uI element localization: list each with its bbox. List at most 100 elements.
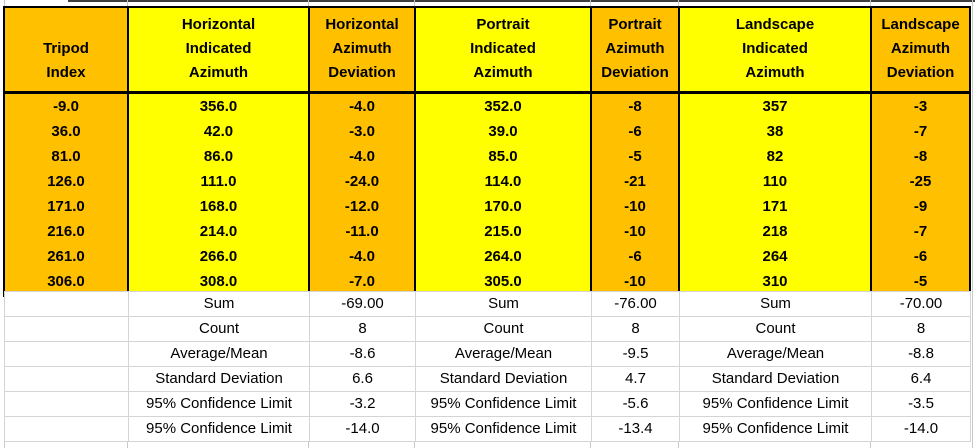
data-cell[interactable]: 42.0 xyxy=(127,119,310,144)
summary-value[interactable]: -69.00 xyxy=(309,291,416,317)
data-cell[interactable]: 86.0 xyxy=(127,144,310,169)
data-cell[interactable]: -6 xyxy=(870,244,971,269)
col-header-landscape-azimuth-deviation[interactable]: Landscape Azimuth Deviation xyxy=(870,7,971,94)
summary-label[interactable]: 95% Confidence Limit xyxy=(415,391,592,417)
empty-cell[interactable] xyxy=(4,291,129,317)
summary-value[interactable]: -5.6 xyxy=(591,391,680,417)
empty-cell[interactable] xyxy=(4,391,129,417)
data-cell[interactable]: 266.0 xyxy=(127,244,310,269)
data-cell[interactable]: 36.0 xyxy=(3,119,129,144)
summary-label[interactable]: Average/Mean xyxy=(128,341,310,367)
data-cell[interactable]: 168.0 xyxy=(127,194,310,219)
summary-value[interactable]: 8 xyxy=(591,316,680,342)
empty-cell[interactable] xyxy=(4,341,129,367)
summary-value[interactable]: -9.5 xyxy=(591,341,680,367)
col-header-portrait-azimuth-deviation[interactable]: Portrait Azimuth Deviation xyxy=(590,7,680,94)
summary-label[interactable]: 95% Confidence Limit xyxy=(128,391,310,417)
col-header-landscape-indicated-azimuth[interactable]: Landscape Indicated Azimuth xyxy=(678,7,872,94)
data-cell[interactable]: -10 xyxy=(590,219,680,244)
summary-label[interactable]: Standard Deviation xyxy=(128,366,310,392)
data-cell[interactable]: 352.0 xyxy=(414,92,592,119)
data-cell[interactable]: -3 xyxy=(870,92,971,119)
data-cell[interactable]: 216.0 xyxy=(3,219,129,244)
data-cell[interactable]: 264.0 xyxy=(414,244,592,269)
data-cell[interactable]: -9.0 xyxy=(3,92,129,119)
summary-value[interactable]: -14.0 xyxy=(309,416,416,442)
data-cell[interactable]: 81.0 xyxy=(3,144,129,169)
col-header-portrait-indicated-azimuth[interactable]: Portrait Indicated Azimuth xyxy=(414,7,592,94)
empty-cell[interactable] xyxy=(4,416,129,442)
data-cell[interactable]: -5 xyxy=(590,144,680,169)
data-cell[interactable]: 357 xyxy=(678,92,872,119)
summary-label[interactable]: 95% Confidence Limit xyxy=(679,391,872,417)
data-cell[interactable]: 356.0 xyxy=(127,92,310,119)
summary-value[interactable]: 4.7 xyxy=(591,366,680,392)
data-cell[interactable]: -8 xyxy=(590,92,680,119)
data-cell[interactable]: 38 xyxy=(678,119,872,144)
summary-value[interactable]: 8 xyxy=(871,316,971,342)
data-cell[interactable]: 171 xyxy=(678,194,872,219)
summary-label[interactable]: Count xyxy=(415,316,592,342)
data-cell[interactable]: -4.0 xyxy=(308,144,416,169)
data-cell[interactable]: -25 xyxy=(870,169,971,194)
data-cell[interactable]: -9 xyxy=(870,194,971,219)
col-header-horizontal-indicated-azimuth[interactable]: Horizontal Indicated Azimuth xyxy=(127,7,310,94)
summary-value[interactable]: -8.8 xyxy=(871,341,971,367)
summary-value[interactable]: -76.00 xyxy=(591,291,680,317)
summary-label[interactable]: Average/Mean xyxy=(679,341,872,367)
data-cell[interactable]: 126.0 xyxy=(3,169,129,194)
data-cell[interactable]: -10 xyxy=(590,194,680,219)
summary-value[interactable]: -70.00 xyxy=(871,291,971,317)
col-header-tripod-index[interactable]: Tripod Index xyxy=(3,7,129,94)
summary-label[interactable]: 95% Confidence Limit xyxy=(415,416,592,442)
summary-label[interactable]: Sum xyxy=(128,291,310,317)
summary-label[interactable]: Standard Deviation xyxy=(679,366,872,392)
data-cell[interactable]: -4.0 xyxy=(308,244,416,269)
summary-label[interactable]: Sum xyxy=(415,291,592,317)
summary-label[interactable]: 95% Confidence Limit xyxy=(128,416,310,442)
data-cell[interactable]: -7 xyxy=(870,219,971,244)
data-cell[interactable]: -8 xyxy=(870,144,971,169)
summary-label[interactable]: Sum xyxy=(679,291,872,317)
header-line: Horizontal xyxy=(325,16,399,33)
data-cell[interactable]: 261.0 xyxy=(3,244,129,269)
summary-label[interactable]: Average/Mean xyxy=(415,341,592,367)
summary-value[interactable]: -13.4 xyxy=(591,416,680,442)
data-cell[interactable]: -4.0 xyxy=(308,92,416,119)
summary-value[interactable]: 8 xyxy=(309,316,416,342)
data-cell[interactable]: 214.0 xyxy=(127,219,310,244)
summary-label[interactable]: 95% Confidence Limit xyxy=(679,416,872,442)
data-cell[interactable]: -21 xyxy=(590,169,680,194)
col-header-horizontal-azimuth-deviation[interactable]: Horizontal Azimuth Deviation xyxy=(308,7,416,94)
data-cell[interactable]: 264 xyxy=(678,244,872,269)
summary-label[interactable]: Standard Deviation xyxy=(415,366,592,392)
header-line: Deviation xyxy=(886,64,955,81)
data-cell[interactable]: 218 xyxy=(678,219,872,244)
summary-value[interactable]: -3.5 xyxy=(871,391,971,417)
data-cell[interactable]: -24.0 xyxy=(308,169,416,194)
data-cell[interactable]: 85.0 xyxy=(414,144,592,169)
summary-label[interactable]: Count xyxy=(128,316,310,342)
summary-value[interactable]: 6.4 xyxy=(871,366,971,392)
data-cell[interactable]: -11.0 xyxy=(308,219,416,244)
summary-value[interactable]: -14.0 xyxy=(871,416,971,442)
data-cell[interactable]: 110 xyxy=(678,169,872,194)
data-cell[interactable]: -7 xyxy=(870,119,971,144)
summary-label[interactable]: Count xyxy=(679,316,872,342)
data-cell[interactable]: 215.0 xyxy=(414,219,592,244)
summary-value[interactable]: -8.6 xyxy=(309,341,416,367)
data-cell[interactable]: 111.0 xyxy=(127,169,310,194)
data-cell[interactable]: 82 xyxy=(678,144,872,169)
data-cell[interactable]: -6 xyxy=(590,244,680,269)
data-cell[interactable]: 171.0 xyxy=(3,194,129,219)
data-cell[interactable]: -3.0 xyxy=(308,119,416,144)
empty-cell[interactable] xyxy=(4,366,129,392)
data-cell[interactable]: 39.0 xyxy=(414,119,592,144)
data-cell[interactable]: 170.0 xyxy=(414,194,592,219)
data-cell[interactable]: 114.0 xyxy=(414,169,592,194)
empty-cell[interactable] xyxy=(4,316,129,342)
summary-value[interactable]: 6.6 xyxy=(309,366,416,392)
data-cell[interactable]: -6 xyxy=(590,119,680,144)
summary-value[interactable]: -3.2 xyxy=(309,391,416,417)
data-cell[interactable]: -12.0 xyxy=(308,194,416,219)
